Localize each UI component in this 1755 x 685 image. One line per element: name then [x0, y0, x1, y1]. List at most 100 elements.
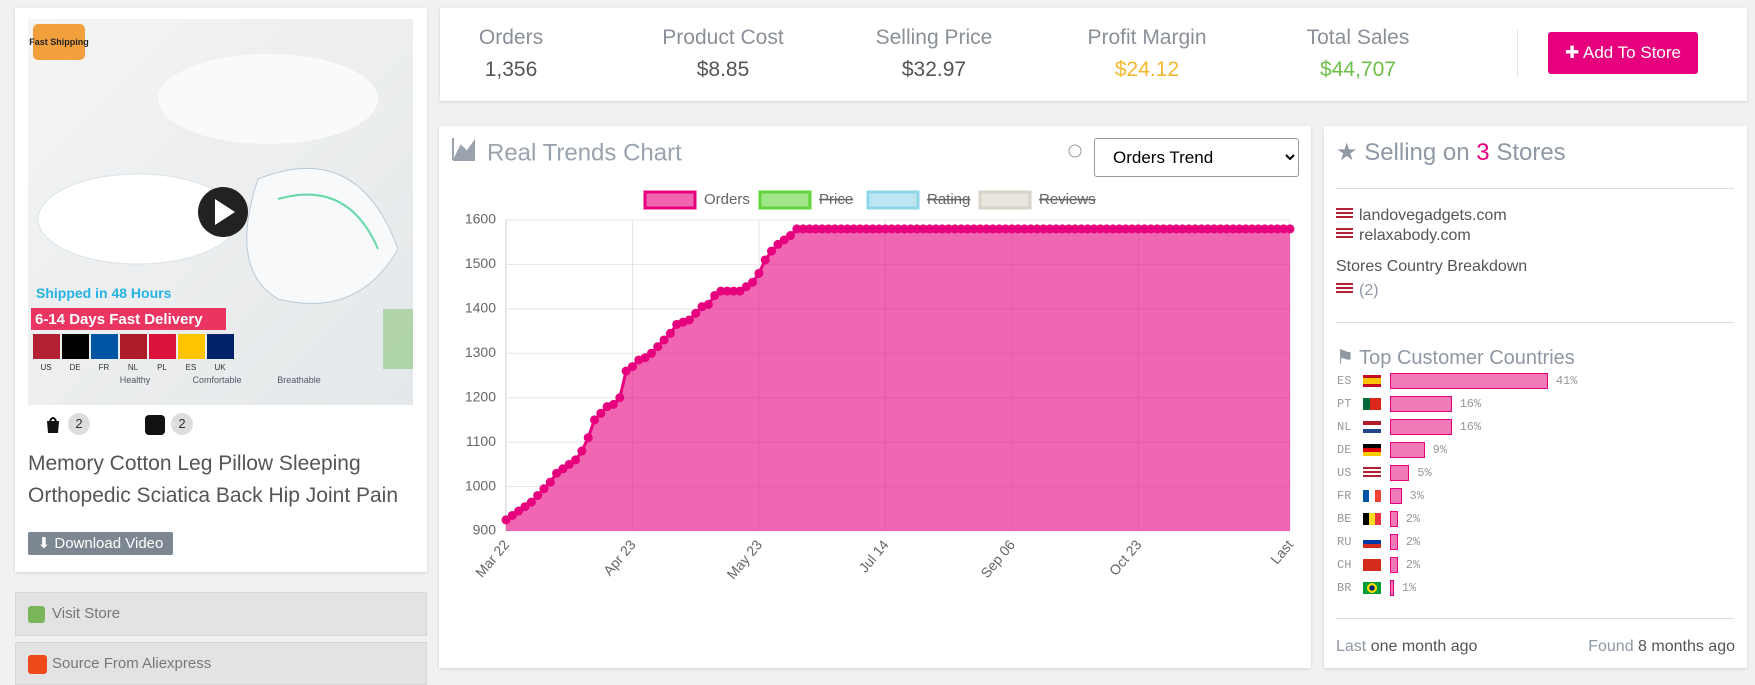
point [1007, 224, 1017, 234]
info-icon[interactable] [1068, 144, 1082, 158]
point [1279, 224, 1289, 234]
country-bar [1390, 442, 1425, 458]
flag [1363, 490, 1381, 502]
point [1260, 224, 1270, 234]
point [1089, 224, 1099, 234]
point [1045, 224, 1055, 234]
point [1127, 224, 1137, 234]
point [767, 246, 777, 256]
point [1038, 224, 1048, 234]
store-row: relaxabody.com [1336, 226, 1507, 246]
country-code: CH [1337, 558, 1352, 572]
visit-store-button[interactable]: Visit Store [15, 592, 427, 636]
image-text: 6-14 Days Fast Delivery [35, 311, 203, 328]
point [507, 510, 517, 520]
point [1000, 224, 1010, 234]
add-to-store-button[interactable]: ✚ Add To Store [1548, 32, 1698, 74]
point [925, 224, 935, 234]
image-flag [178, 334, 205, 359]
legend-swatch [643, 190, 697, 210]
image-flag [207, 334, 234, 359]
stores-title: ★ Selling on 3 Stores [1336, 138, 1566, 167]
point [533, 490, 543, 500]
point [861, 224, 871, 234]
point [817, 224, 827, 234]
store-row: landovegadgets.com [1336, 206, 1507, 226]
breakdown-title: Stores Country Breakdown [1336, 258, 1528, 275]
star-icon: ★ [1336, 139, 1358, 166]
divider [1517, 30, 1518, 78]
country-value-label: 16% [1459, 420, 1482, 434]
image-text: Shipped in 48 Hours [36, 285, 172, 301]
country-value-label: 2% [1405, 535, 1421, 549]
product-image[interactable]: Fast Shipping Shipped in 48 Hours 6-14 D… [28, 19, 413, 405]
download-button[interactable]: ⬇ Download Video [28, 532, 173, 555]
point [1285, 224, 1295, 234]
point [1165, 224, 1175, 234]
source-button[interactable]: Source From Aliexpress [15, 642, 427, 685]
point [590, 415, 600, 425]
point [1051, 224, 1061, 234]
point [950, 224, 960, 234]
x-tick-label: Last [1267, 537, 1296, 568]
point [1184, 224, 1194, 234]
point [1146, 224, 1156, 234]
point [823, 224, 833, 234]
legend-label[interactable]: Price [819, 191, 853, 208]
point [703, 299, 713, 309]
value: 8 months ago [1638, 638, 1735, 655]
point [1171, 224, 1181, 234]
legend-label[interactable]: Reviews [1039, 191, 1096, 208]
divider [1336, 188, 1734, 189]
point [1140, 224, 1150, 234]
image-flag-label: PL [157, 363, 167, 372]
country-code: BE [1337, 512, 1352, 526]
title-text: Stores [1496, 139, 1566, 166]
flag [1363, 536, 1381, 548]
image-flag [149, 334, 176, 359]
flag [1336, 283, 1353, 295]
y-tick-label: 1500 [465, 255, 496, 271]
flag [1363, 421, 1381, 433]
point [963, 224, 973, 234]
chart-card: Real Trends Chart 900 1000 1100 1200 1300 140… [439, 126, 1311, 668]
stores-card: ★ Selling on 3 Stores landovegadgets.com… [1324, 126, 1747, 668]
y-tick-label: 1400 [465, 300, 496, 316]
button-label: Visit Store [52, 605, 121, 622]
point [1178, 224, 1188, 234]
point [1133, 224, 1143, 234]
flag [1336, 208, 1353, 220]
stat-label: Product Cost [662, 26, 784, 49]
point [691, 308, 701, 318]
legend-label[interactable]: Rating [927, 191, 970, 208]
country-code: RU [1337, 535, 1352, 549]
country-bar [1390, 396, 1452, 412]
point [558, 464, 568, 474]
point [836, 224, 846, 234]
image-feature: Healthy [120, 375, 151, 385]
x-tick-label: Mar 22 [472, 536, 512, 580]
y-tick-label: 1000 [465, 477, 496, 493]
point [1159, 224, 1169, 234]
stat-label: Selling Price [875, 26, 993, 49]
point [1114, 224, 1124, 234]
legend-label[interactable]: Orders [704, 191, 750, 208]
point [1215, 224, 1225, 234]
point [520, 502, 530, 512]
flag [1363, 444, 1381, 456]
aliexpress-icon [28, 655, 47, 674]
shopify-icon [43, 415, 63, 435]
point [571, 455, 581, 465]
point [1064, 224, 1074, 234]
point [944, 224, 954, 234]
flag-icon: ⚑ [1336, 347, 1354, 369]
y-tick-label: 1300 [465, 344, 496, 360]
point [539, 484, 549, 494]
point [1247, 224, 1257, 234]
stat-label: Total Sales [1306, 26, 1410, 49]
point [552, 468, 562, 478]
trend-select[interactable]: Orders Trend [1094, 138, 1299, 177]
country-bar [1390, 419, 1452, 435]
point [640, 353, 650, 363]
